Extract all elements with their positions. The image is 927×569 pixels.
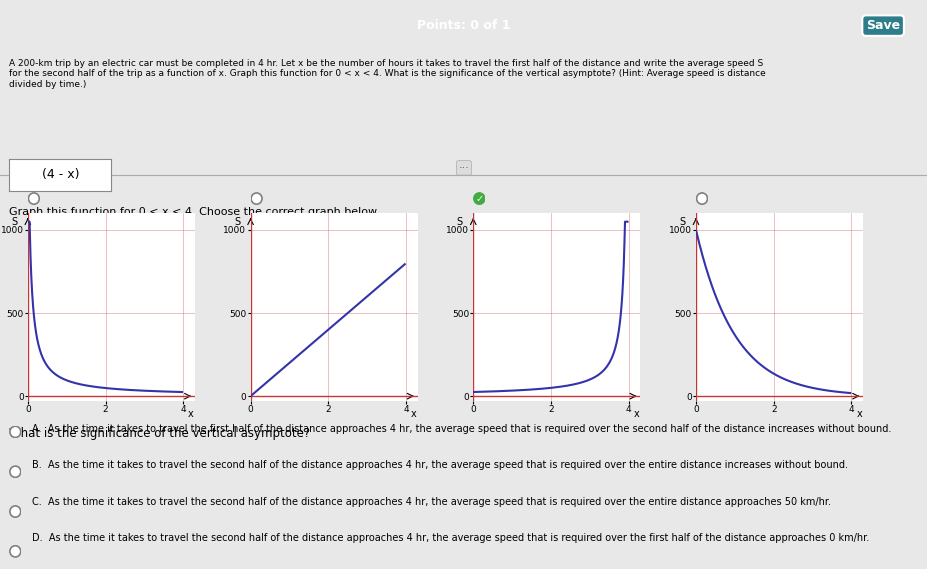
Text: (4 - x): (4 - x) xyxy=(42,168,79,182)
Text: Save: Save xyxy=(865,19,899,32)
Text: Points: 0 of 1: Points: 0 of 1 xyxy=(417,19,510,32)
Text: x: x xyxy=(188,410,194,419)
Text: ···: ··· xyxy=(458,163,469,173)
Circle shape xyxy=(29,193,39,204)
Text: D.: D. xyxy=(716,224,728,234)
Circle shape xyxy=(10,426,20,438)
Text: Graph this function for 0 < x < 4. Choose the correct graph below.: Graph this function for 0 < x < 4. Choos… xyxy=(9,207,380,217)
Text: C.  As the time it takes to travel the second half of the distance approaches 4 : C. As the time it takes to travel the se… xyxy=(32,497,831,506)
Text: B.: B. xyxy=(271,224,282,234)
Text: x: x xyxy=(411,410,416,419)
Text: S: S xyxy=(679,217,685,226)
Text: A.: A. xyxy=(48,224,59,234)
Text: ✓: ✓ xyxy=(475,193,483,204)
Text: B.  As the time it takes to travel the second half of the distance approaches 4 : B. As the time it takes to travel the se… xyxy=(32,460,847,470)
Circle shape xyxy=(474,193,484,204)
Text: A 200-km trip by an electric car must be completed in 4 hr. Let x be the number : A 200-km trip by an electric car must be… xyxy=(9,59,765,89)
Text: C.: C. xyxy=(493,224,504,234)
Circle shape xyxy=(10,506,20,517)
Text: A.  As the time it takes to travel the first half of the distance approaches 4 h: A. As the time it takes to travel the fi… xyxy=(32,424,891,434)
Text: x: x xyxy=(633,410,639,419)
Text: S: S xyxy=(11,217,18,226)
Text: x: x xyxy=(856,410,861,419)
Circle shape xyxy=(251,193,261,204)
Text: S: S xyxy=(456,217,463,226)
Circle shape xyxy=(10,466,20,477)
Text: D.  As the time it takes to travel the second half of the distance approaches 4 : D. As the time it takes to travel the se… xyxy=(32,533,869,543)
Circle shape xyxy=(10,546,20,557)
Text: S: S xyxy=(234,217,240,226)
Circle shape xyxy=(696,193,706,204)
Text: What is the significance of the vertical asymptote?: What is the significance of the vertical… xyxy=(9,427,310,440)
